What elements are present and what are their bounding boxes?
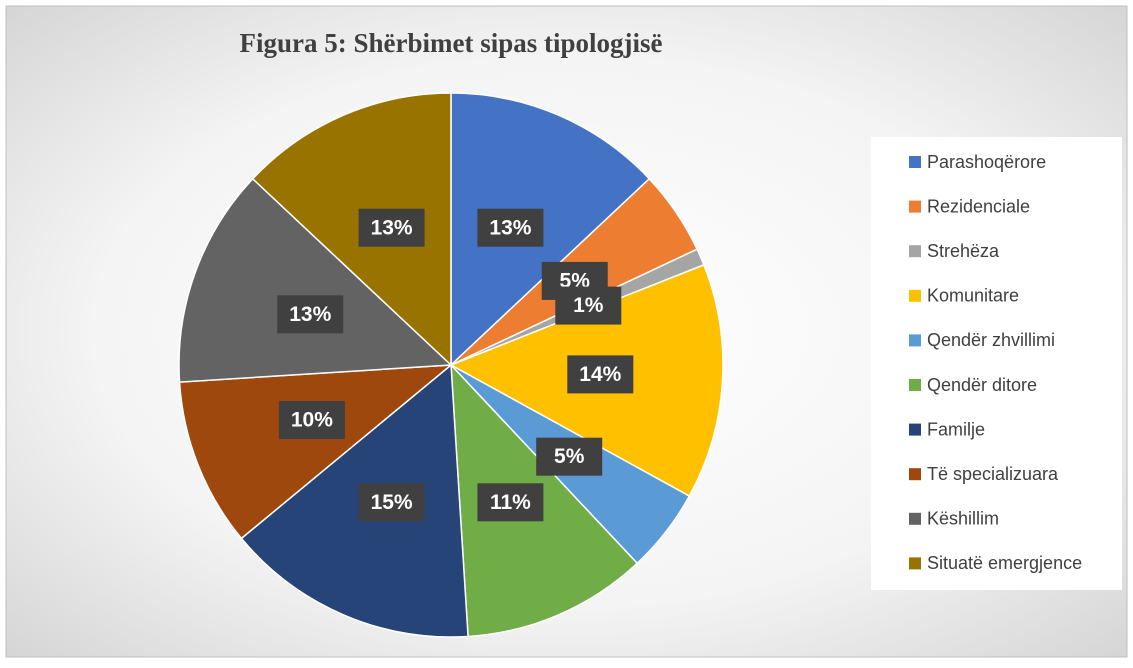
data-label: 10% [291, 409, 333, 432]
chart-title: Figura 5: Shërbimet sipas tipologjisë [240, 28, 663, 58]
pie-slice [251, 92, 452, 367]
data-label-box [358, 483, 425, 522]
data-label-box [477, 208, 544, 247]
legend-swatch [909, 557, 921, 570]
legend-swatch [909, 423, 921, 436]
data-label: 11% [490, 491, 531, 514]
data-label-box [536, 437, 603, 476]
pie-slice [240, 363, 469, 638]
pie-slice [450, 92, 651, 367]
legend-label: Këshillim [927, 509, 999, 529]
data-label: 13% [289, 303, 331, 326]
data-label-box [567, 355, 634, 394]
data-label-box [477, 483, 544, 522]
legend-label: Strehëza [927, 241, 1000, 261]
legend-swatch [909, 334, 921, 347]
data-label: 13% [489, 216, 531, 239]
data-label-box [555, 286, 622, 325]
data-label-box [358, 208, 425, 247]
data-label: 14% [579, 363, 621, 386]
legend-swatch [909, 512, 921, 525]
legend-label: Qendër ditore [927, 375, 1037, 395]
pie-slice [178, 177, 453, 383]
legend-label: Rezidenciale [927, 196, 1030, 216]
legend-label: Situatë emergjence [927, 553, 1082, 573]
legend-label: Qendër zhvillimi [927, 330, 1055, 350]
legend-swatch [909, 200, 921, 213]
data-label-box [277, 295, 344, 334]
legend-label: Parashoqërore [927, 152, 1046, 172]
data-label: 5% [554, 445, 585, 468]
data-label: 15% [371, 491, 413, 514]
data-label: 1% [573, 294, 604, 317]
legend-swatch [909, 156, 921, 168]
pie-slice [178, 364, 454, 540]
legend-swatch [909, 289, 921, 302]
legend-swatch [909, 468, 921, 481]
legend-label: Të specializuara [927, 464, 1059, 484]
legend-label: Komunitare [927, 286, 1019, 306]
data-label-box [278, 401, 345, 440]
legend-swatch [909, 379, 921, 391]
pie-slice [450, 362, 639, 638]
legend-swatch [909, 245, 921, 258]
legend-label: Familje [927, 419, 985, 439]
data-label: 13% [371, 216, 413, 239]
